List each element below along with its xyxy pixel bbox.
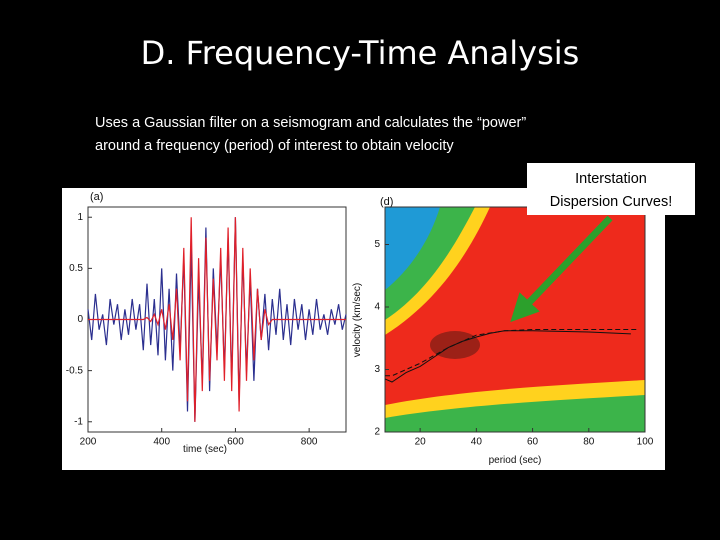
x-tick-label: 100 [637,437,654,448]
x-tick-label: 20 [415,437,427,448]
arrow [510,215,613,323]
x-tick-label: 40 [471,437,483,448]
x-tick-label: 600 [227,437,244,448]
figure-a [62,188,358,470]
series-line [88,217,346,422]
y-tick-label: 3 [374,364,380,375]
x-axis-label: period (sec) [489,455,542,466]
series-line [385,329,637,377]
callout-text: Dispersion Curves! [550,194,673,210]
y-axis-label: velocity (km/sec) [352,283,363,357]
body-text: Uses a Gaussian filter on a seismogram a… [95,115,526,131]
x-tick-label: 200 [80,437,97,448]
y-tick-label: -1 [74,416,83,427]
plot-frame [384,206,646,433]
series-line [384,330,631,383]
callout-text: Interstation [575,171,647,187]
panel-label: (d) [380,196,393,208]
y-tick-label: -0.5 [66,365,84,376]
y-tick-label: 1 [77,212,83,223]
body-text: around a frequency (period) of interest … [95,138,454,154]
y-tick-label: 0.5 [69,263,83,274]
y-tick-label: 4 [374,302,380,313]
heatmap [385,207,645,432]
x-axis-label: time (sec) [183,444,227,455]
y-tick-label: 0 [77,314,83,325]
x-tick-label: 60 [527,437,539,448]
x-tick-label: 80 [583,437,595,448]
y-tick-label: 5 [374,239,380,250]
panel-label: (a) [90,191,103,203]
slide-title: D. Frequency-Time Analysis [141,34,580,72]
x-tick-label: 800 [301,437,318,448]
x-tick-label: 400 [153,437,170,448]
callout-box [527,163,695,215]
y-tick-label: 2 [374,427,380,438]
